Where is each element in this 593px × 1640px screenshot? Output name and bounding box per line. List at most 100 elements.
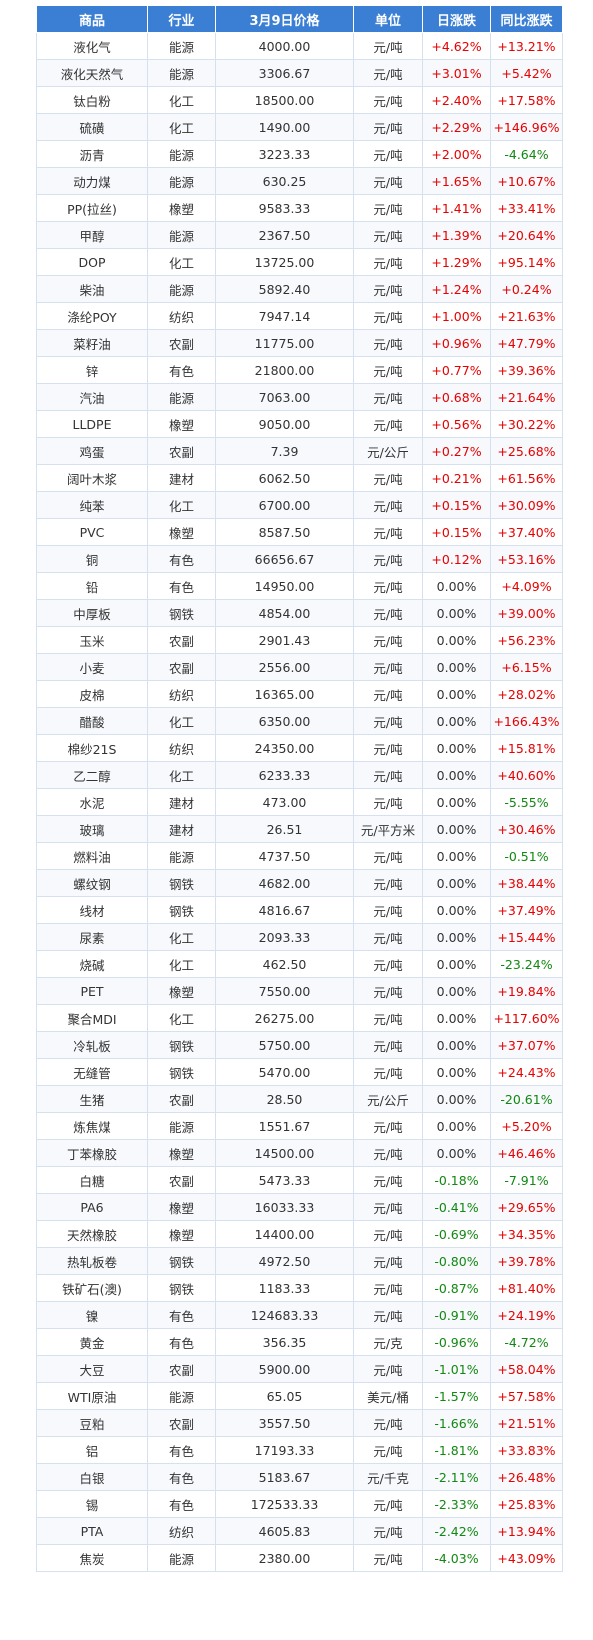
commodity-cell: 尿素 (36, 923, 148, 951)
unit-cell: 元/吨 (353, 680, 423, 708)
commodity-cell: 鸡蛋 (36, 437, 148, 465)
yoy-change-cell: +95.14% (490, 248, 563, 276)
daily-change-cell: 0.00% (422, 842, 491, 870)
price-cell: 4682.00 (215, 869, 354, 897)
industry-cell: 能源 (147, 1112, 216, 1140)
table-row: 纯苯 化工 6700.00 元/吨 +0.15% +30.09% (36, 491, 563, 519)
daily-change-cell: 0.00% (422, 734, 491, 762)
daily-change-cell: +2.00% (422, 140, 491, 168)
yoy-change-cell: +47.79% (490, 329, 563, 357)
daily-change-cell: -4.03% (422, 1544, 491, 1572)
daily-change-cell: 0.00% (422, 761, 491, 789)
yoy-change-cell: -4.64% (490, 140, 563, 168)
table-row: 液化气 能源 4000.00 元/吨 +4.62% +13.21% (36, 32, 563, 60)
daily-change-cell: -0.96% (422, 1328, 491, 1356)
table-row: 无缝管 钢铁 5470.00 元/吨 0.00% +24.43% (36, 1058, 563, 1086)
price-cell: 13725.00 (215, 248, 354, 276)
commodity-cell: 锡 (36, 1490, 148, 1518)
price-cell: 4972.50 (215, 1247, 354, 1275)
price-cell: 7947.14 (215, 302, 354, 330)
table-row: PA6 橡塑 16033.33 元/吨 -0.41% +29.65% (36, 1193, 563, 1221)
price-cell: 1551.67 (215, 1112, 354, 1140)
commodity-cell: 棉纱21S (36, 734, 148, 762)
daily-change-cell: -0.80% (422, 1247, 491, 1275)
unit-cell: 元/吨 (353, 572, 423, 600)
price-cell: 6700.00 (215, 491, 354, 519)
daily-change-cell: 0.00% (422, 896, 491, 924)
unit-cell: 美元/桶 (353, 1382, 423, 1410)
industry-cell: 有色 (147, 1463, 216, 1491)
industry-cell: 橡塑 (147, 1220, 216, 1248)
yoy-change-cell: +58.04% (490, 1355, 563, 1383)
price-cell: 124683.33 (215, 1301, 354, 1329)
yoy-change-cell: +37.40% (490, 518, 563, 546)
industry-cell: 农副 (147, 1085, 216, 1113)
unit-cell: 元/吨 (353, 923, 423, 951)
commodity-cell: 线材 (36, 896, 148, 924)
industry-cell: 钢铁 (147, 1031, 216, 1059)
industry-cell: 化工 (147, 248, 216, 276)
industry-cell: 农副 (147, 1355, 216, 1383)
price-cell: 1490.00 (215, 113, 354, 141)
commodity-cell: 阔叶木浆 (36, 464, 148, 492)
price-cell: 18500.00 (215, 86, 354, 114)
industry-cell: 有色 (147, 356, 216, 384)
industry-cell: 钢铁 (147, 1058, 216, 1086)
unit-cell: 元/吨 (353, 491, 423, 519)
industry-cell: 化工 (147, 113, 216, 141)
yoy-change-cell: +13.94% (490, 1517, 563, 1545)
yoy-change-cell: +34.35% (490, 1220, 563, 1248)
table-row: 中厚板 钢铁 4854.00 元/吨 0.00% +39.00% (36, 599, 563, 627)
yoy-change-cell: +25.83% (490, 1490, 563, 1518)
header-daily-change: 日涨跌 (422, 5, 491, 33)
commodity-cell: PET (36, 977, 148, 1005)
commodity-cell: 菜籽油 (36, 329, 148, 357)
price-cell: 5473.33 (215, 1166, 354, 1194)
table-row: 醋酸 化工 6350.00 元/吨 0.00% +166.43% (36, 707, 563, 735)
industry-cell: 化工 (147, 923, 216, 951)
table-row: 燃料油 能源 4737.50 元/吨 0.00% -0.51% (36, 842, 563, 870)
price-cell: 4816.67 (215, 896, 354, 924)
price-cell: 5470.00 (215, 1058, 354, 1086)
unit-cell: 元/吨 (353, 707, 423, 735)
unit-cell: 元/吨 (353, 1139, 423, 1167)
unit-cell: 元/吨 (353, 140, 423, 168)
unit-cell: 元/吨 (353, 1193, 423, 1221)
daily-change-cell: -0.18% (422, 1166, 491, 1194)
unit-cell: 元/吨 (353, 1301, 423, 1329)
industry-cell: 建材 (147, 788, 216, 816)
table-row: WTI原油 能源 65.05 美元/桶 -1.57% +57.58% (36, 1382, 563, 1410)
industry-cell: 有色 (147, 545, 216, 573)
table-row: 生猪 农副 28.50 元/公斤 0.00% -20.61% (36, 1085, 563, 1113)
commodity-cell: 小麦 (36, 653, 148, 681)
table-row: 螺纹钢 钢铁 4682.00 元/吨 0.00% +38.44% (36, 869, 563, 897)
commodity-cell: 醋酸 (36, 707, 148, 735)
industry-cell: 橡塑 (147, 977, 216, 1005)
unit-cell: 元/吨 (353, 869, 423, 897)
daily-change-cell: -0.87% (422, 1274, 491, 1302)
unit-cell: 元/公斤 (353, 437, 423, 465)
yoy-change-cell: +21.64% (490, 383, 563, 411)
commodity-cell: 汽油 (36, 383, 148, 411)
price-cell: 5900.00 (215, 1355, 354, 1383)
daily-change-cell: 0.00% (422, 815, 491, 843)
commodity-cell: 大豆 (36, 1355, 148, 1383)
unit-cell: 元/吨 (353, 950, 423, 978)
table-row: 铅有色 14950.00 元/吨 0.00% +4.09% (36, 572, 563, 600)
table-row: 水泥 建材 473.00 元/吨 0.00% -5.55% (36, 788, 563, 816)
daily-change-cell: -1.01% (422, 1355, 491, 1383)
price-cell: 2093.33 (215, 923, 354, 951)
industry-cell: 化工 (147, 86, 216, 114)
table-row: 烧碱 化工 462.50 元/吨 0.00% -23.24% (36, 950, 563, 978)
price-cell: 462.50 (215, 950, 354, 978)
industry-cell: 橡塑 (147, 194, 216, 222)
price-cell: 3306.67 (215, 59, 354, 87)
unit-cell: 元/吨 (353, 167, 423, 195)
commodity-cell: 柴油 (36, 275, 148, 303)
yoy-change-cell: +39.36% (490, 356, 563, 384)
unit-cell: 元/吨 (353, 518, 423, 546)
commodity-cell: 冷轧板 (36, 1031, 148, 1059)
unit-cell: 元/吨 (353, 464, 423, 492)
yoy-change-cell: +30.46% (490, 815, 563, 843)
industry-cell: 能源 (147, 383, 216, 411)
